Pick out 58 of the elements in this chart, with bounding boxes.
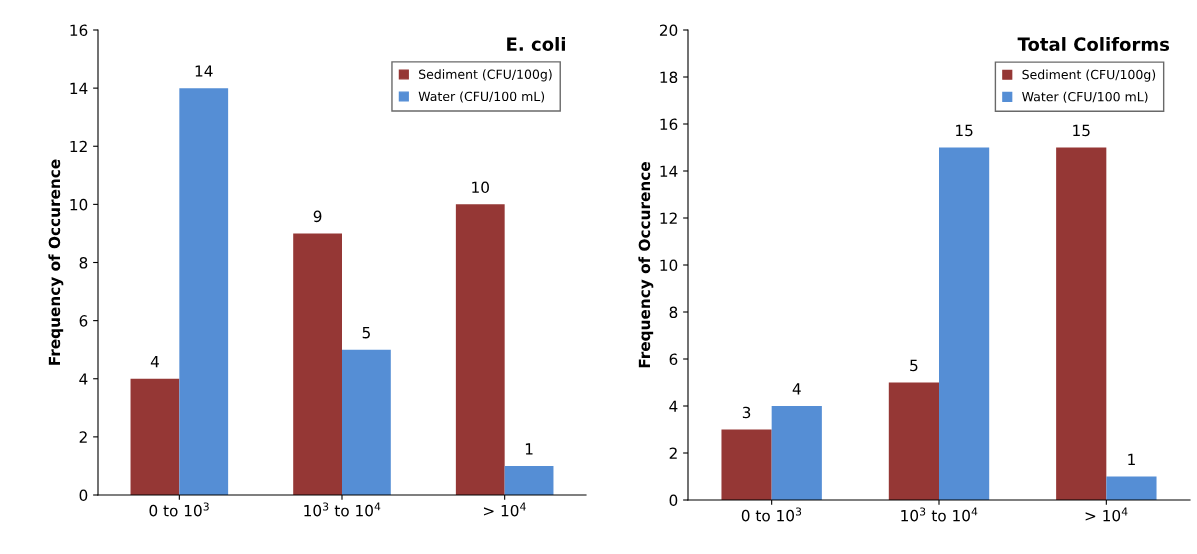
y-tick-label: 14 bbox=[70, 82, 88, 94]
chart-title: Total Coliforms bbox=[1017, 37, 1170, 52]
y-tick-label: 16 bbox=[70, 24, 88, 37]
bar bbox=[293, 233, 342, 495]
data-label: 15 bbox=[956, 124, 973, 137]
bar bbox=[1106, 476, 1157, 500]
y-tick-label: 10 bbox=[660, 259, 678, 272]
data-label: 5 bbox=[910, 359, 918, 372]
bar bbox=[455, 204, 505, 495]
data-label: 1 bbox=[525, 443, 533, 455]
y-tick-label: 10 bbox=[70, 198, 88, 211]
chart-title: E. coli bbox=[507, 36, 565, 51]
y-tick-label: 6 bbox=[669, 353, 678, 366]
y-tick-label: 14 bbox=[660, 165, 678, 177]
x-tick-label: > 10$^{4}$ bbox=[483, 502, 526, 517]
y-tick-label: 8 bbox=[669, 306, 678, 319]
x-tick-label: 0 to 10$^{3}$ bbox=[149, 502, 209, 517]
y-tick-label: 4 bbox=[669, 400, 678, 412]
legend-label: Sediment (CFU/100g) bbox=[1022, 69, 1156, 82]
y-tick-label: 2 bbox=[669, 447, 677, 459]
legend-label: Water (CFU/100 mL) bbox=[418, 91, 545, 103]
legend-label: Water (CFU/100 mL) bbox=[1022, 91, 1148, 103]
data-label: 4 bbox=[792, 383, 801, 395]
y-tick-label: 8 bbox=[79, 256, 88, 269]
data-label: 3 bbox=[742, 406, 751, 419]
y-tick-label: 0 bbox=[79, 489, 88, 502]
y-tick-label: 12 bbox=[70, 140, 87, 153]
bar bbox=[721, 429, 772, 500]
bar bbox=[771, 406, 822, 500]
bar bbox=[179, 88, 229, 495]
y-tick-label: 4 bbox=[79, 373, 88, 385]
y-axis-title: Frequency of Occurence bbox=[638, 162, 654, 368]
bar bbox=[342, 349, 391, 495]
x-tick-label: 10$^{3}$ to 10$^{4}$ bbox=[304, 502, 381, 517]
y-tick-label: 18 bbox=[660, 71, 678, 84]
bar bbox=[130, 378, 180, 495]
data-label: 14 bbox=[195, 65, 213, 77]
y-tick-label: 12 bbox=[660, 212, 677, 224]
data-label: 10 bbox=[472, 181, 489, 194]
y-tick-label: 20 bbox=[659, 24, 678, 37]
x-tick-label: 0 to 10$^{3}$ bbox=[741, 507, 802, 522]
data-label: 5 bbox=[362, 327, 370, 339]
data-label: 1 bbox=[1128, 453, 1135, 465]
bar bbox=[939, 147, 990, 500]
legend-label: Sediment (CFU/100g) bbox=[419, 69, 552, 82]
data-label: 15 bbox=[1073, 124, 1090, 137]
data-label: 4 bbox=[150, 356, 159, 368]
y-axis-title: Frequency of Occurence bbox=[48, 159, 64, 365]
x-tick-label: > 10$^{4}$ bbox=[1085, 507, 1128, 522]
bar bbox=[1056, 147, 1107, 500]
bar bbox=[888, 382, 939, 500]
y-tick-label: 16 bbox=[660, 118, 678, 131]
y-tick-label: 0 bbox=[669, 494, 678, 507]
y-tick-label: 2 bbox=[79, 431, 87, 443]
y-tick-label: 6 bbox=[79, 315, 88, 327]
bar bbox=[504, 465, 554, 495]
x-tick-label: 10$^{3}$ to 10$^{4}$ bbox=[901, 507, 978, 522]
data-label: 9 bbox=[313, 210, 322, 223]
